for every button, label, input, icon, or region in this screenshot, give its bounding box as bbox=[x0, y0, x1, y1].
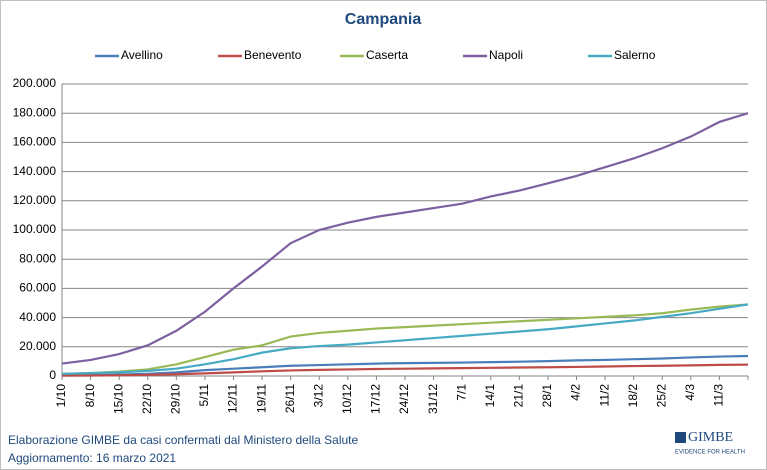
source-note: Elaborazione GIMBE da casi confermati da… bbox=[8, 433, 359, 447]
x-tick-label: 25/2 bbox=[654, 384, 668, 408]
y-tick-label: 160.000 bbox=[13, 135, 57, 149]
x-tick-label: 8/10 bbox=[83, 384, 97, 408]
series-line bbox=[61, 363, 749, 377]
logo-name: GIMBE bbox=[688, 430, 733, 445]
x-tick-label: 18/2 bbox=[626, 384, 640, 408]
x-tick-label: 4/2 bbox=[569, 384, 583, 401]
x-tick-label: 29/10 bbox=[169, 384, 183, 414]
x-tick-label: 7/1 bbox=[454, 384, 468, 401]
logo-icon bbox=[675, 432, 686, 443]
x-tick-label: 4/3 bbox=[683, 384, 697, 401]
series-line bbox=[61, 303, 749, 375]
x-tick-label: 28/1 bbox=[540, 384, 554, 408]
y-tick-label: 200.000 bbox=[13, 76, 57, 90]
x-tick-label: 14/1 bbox=[483, 384, 497, 408]
x-tick-label: 19/11 bbox=[254, 384, 268, 413]
logo-tagline: EVIDENCE FOR HEALTH bbox=[675, 450, 745, 456]
x-tick-label: 22/10 bbox=[140, 384, 154, 414]
x-tick-label: 17/12 bbox=[369, 384, 383, 414]
x-tick-label: 21/1 bbox=[512, 384, 526, 408]
legend-label: Avellino bbox=[121, 48, 163, 62]
legend-label: Salerno bbox=[614, 48, 656, 62]
update-note: Aggiornamento: 16 marzo 2021 bbox=[8, 451, 176, 465]
x-tick-label: 11/2 bbox=[597, 384, 611, 407]
legend-label: Napoli bbox=[489, 48, 523, 62]
x-tick-label: 26/11 bbox=[283, 384, 297, 413]
y-tick-label: 60.000 bbox=[19, 281, 56, 295]
x-tick-label: 3/12 bbox=[311, 384, 325, 408]
y-tick-label: 120.000 bbox=[13, 193, 57, 207]
x-tick-label: 1/10 bbox=[54, 384, 68, 408]
y-tick-label: 80.000 bbox=[19, 251, 56, 265]
x-tick-label: 15/10 bbox=[111, 384, 125, 414]
y-tick-label: 20.000 bbox=[19, 339, 56, 353]
series-line bbox=[61, 303, 749, 375]
x-tick-label: 5/11 bbox=[197, 384, 211, 407]
x-tick-label: 12/11 bbox=[226, 384, 240, 413]
chart-title: Campania bbox=[345, 11, 422, 28]
y-tick-label: 0 bbox=[49, 368, 56, 382]
y-tick-label: 100.000 bbox=[13, 222, 57, 236]
legend-label: Caserta bbox=[366, 48, 408, 62]
y-tick-label: 180.000 bbox=[13, 105, 57, 119]
x-tick-label: 10/12 bbox=[340, 384, 354, 414]
legend-label: Benevento bbox=[244, 48, 302, 62]
x-tick-label: 31/12 bbox=[426, 384, 440, 414]
y-tick-label: 40.000 bbox=[19, 310, 56, 324]
x-tick-label: 11/3 bbox=[712, 384, 726, 407]
x-tick-label: 24/12 bbox=[397, 384, 411, 414]
series-line bbox=[61, 112, 749, 365]
series-line bbox=[61, 354, 749, 377]
y-tick-label: 140.000 bbox=[13, 164, 57, 178]
